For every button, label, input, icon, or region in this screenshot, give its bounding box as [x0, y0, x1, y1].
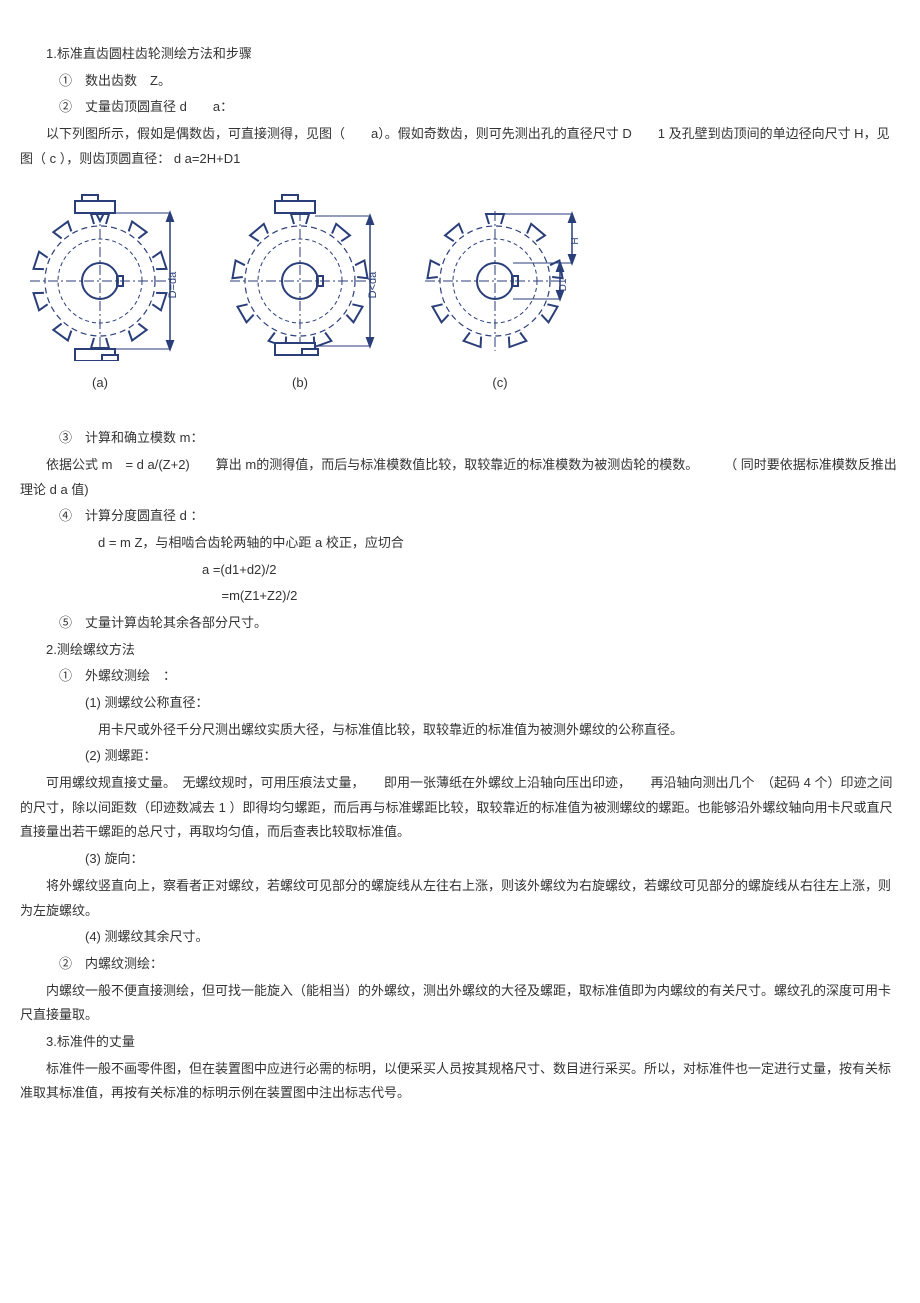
dim-c-h: H — [570, 238, 580, 245]
figure-c: D1 H (c) — [420, 191, 580, 396]
figure-a-label: (a) — [20, 371, 180, 396]
s2-1-1-title: (1) 测螺纹公称直径： — [20, 691, 900, 716]
step3-desc: 依据公式 m = d a/(Z+2) 算出 m的测得值，而后与标准模数值比较，取… — [20, 453, 900, 502]
figure-b-label: (b) — [220, 371, 380, 396]
figure-c-label: (c) — [420, 371, 580, 396]
section3-title: 3.标准件的丈量 — [20, 1030, 900, 1055]
s2-1-2-title: (2) 测螺距： — [20, 744, 900, 769]
dim-a: D=da — [167, 271, 179, 298]
dim-b: D<da — [367, 271, 379, 298]
s2-1-3-title: (3) 旋向： — [20, 847, 900, 872]
figure-b: D<da (b) — [220, 191, 380, 396]
s2-1-3-desc: 将外螺纹竖直向上，察看者正对螺纹，若螺纹可见部分的螺旋线从左往右上涨，则该外螺纹… — [20, 874, 900, 923]
gear-figures: D=da (a) — [20, 191, 900, 396]
s2-2-desc: 内螺纹一般不便直接测绘，但可找一能旋入（能相当）的外螺纹，测出外螺纹的大径及螺距… — [20, 979, 900, 1028]
s2-1-2-desc: 可用螺纹规直接丈量。 无螺纹规时，可用压痕法丈量， 即用一张薄纸在外螺纹上沿轴向… — [20, 771, 900, 845]
step3-title: ③ 计算和确立模数 m： — [20, 426, 900, 451]
s2-1-1-desc: 用卡尺或外径千分尺测出螺纹实质大径，与标准值比较，取较靠近的标准值为被测外螺纹的… — [20, 718, 900, 743]
step2: ② 丈量齿顶圆直径 d a： — [20, 95, 900, 120]
step1: ① 数出齿数 Z。 — [20, 69, 900, 94]
section3-desc: 标准件一般不画零件图，但在装置图中应进行必需的标明，以便采买人员按其规格尺寸、数… — [20, 1057, 900, 1106]
step4-f3: =m(Z1+Z2)/2 — [20, 584, 900, 609]
step5: ⑤ 丈量计算齿轮其余各部分尺寸。 — [20, 611, 900, 636]
s2-2: ② 内螺纹测绘： — [20, 952, 900, 977]
step4-f2: a =(d1+d2)/2 — [20, 558, 900, 583]
s2-1-4-title: (4) 测螺纹其余尺寸。 — [20, 925, 900, 950]
section2-title: 2.测绘螺纹方法 — [20, 638, 900, 663]
section1-title: 1.标准直齿圆柱齿轮测绘方法和步骤 — [20, 42, 900, 67]
step4-f1: d = m Z，与相啮合齿轮两轴的中心距 a 校正，应切合 — [20, 531, 900, 556]
figure-a: D=da (a) — [20, 191, 180, 396]
step4-title: ④ 计算分度圆直径 d ： — [20, 504, 900, 529]
step2-desc: 以下列图所示，假如是偶数齿，可直接测得，见图（ a）。假如奇数齿，则可先测出孔的… — [20, 122, 900, 171]
dim-c-d1: D1 — [558, 279, 569, 292]
s2-1: ① 外螺纹测绘 ： — [20, 664, 900, 689]
